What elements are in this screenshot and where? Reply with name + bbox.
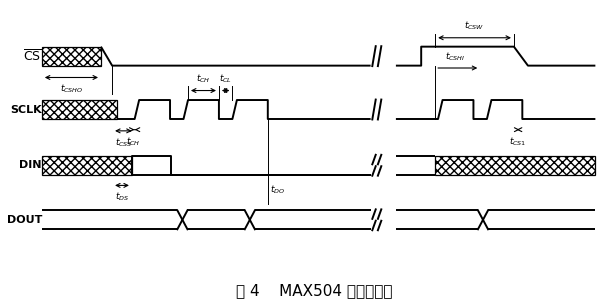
Text: $t_{DO}$: $t_{DO}$: [271, 184, 285, 196]
Text: DIN: DIN: [20, 160, 42, 170]
Bar: [42, 100, 117, 119]
Text: $t_{CSS}$: $t_{CSS}$: [114, 136, 132, 149]
Bar: [42, 47, 101, 66]
Text: $t_{CL}$: $t_{CL}$: [219, 73, 232, 85]
Text: 图 4    MAX504 的工作时序: 图 4 MAX504 的工作时序: [236, 283, 393, 298]
Text: $t_{CH}$: $t_{CH}$: [126, 135, 140, 148]
Text: DOUT: DOUT: [7, 215, 42, 225]
Bar: [42, 156, 132, 175]
Bar: [435, 156, 595, 175]
Text: $t_{CSW}$: $t_{CSW}$: [464, 20, 485, 32]
Text: $t_{CSHO}$: $t_{CSHO}$: [60, 83, 83, 95]
Text: $\overline{\rm CS}$: $\overline{\rm CS}$: [23, 48, 42, 64]
Text: $t_{CH}$: $t_{CH}$: [196, 73, 211, 85]
Text: $t_{DS}$: $t_{DS}$: [115, 191, 129, 203]
Text: $t_{CSHI}$: $t_{CSHI}$: [445, 50, 465, 63]
Text: SCLK: SCLK: [10, 105, 42, 115]
Text: $t_{CS1}$: $t_{CS1}$: [509, 135, 527, 148]
